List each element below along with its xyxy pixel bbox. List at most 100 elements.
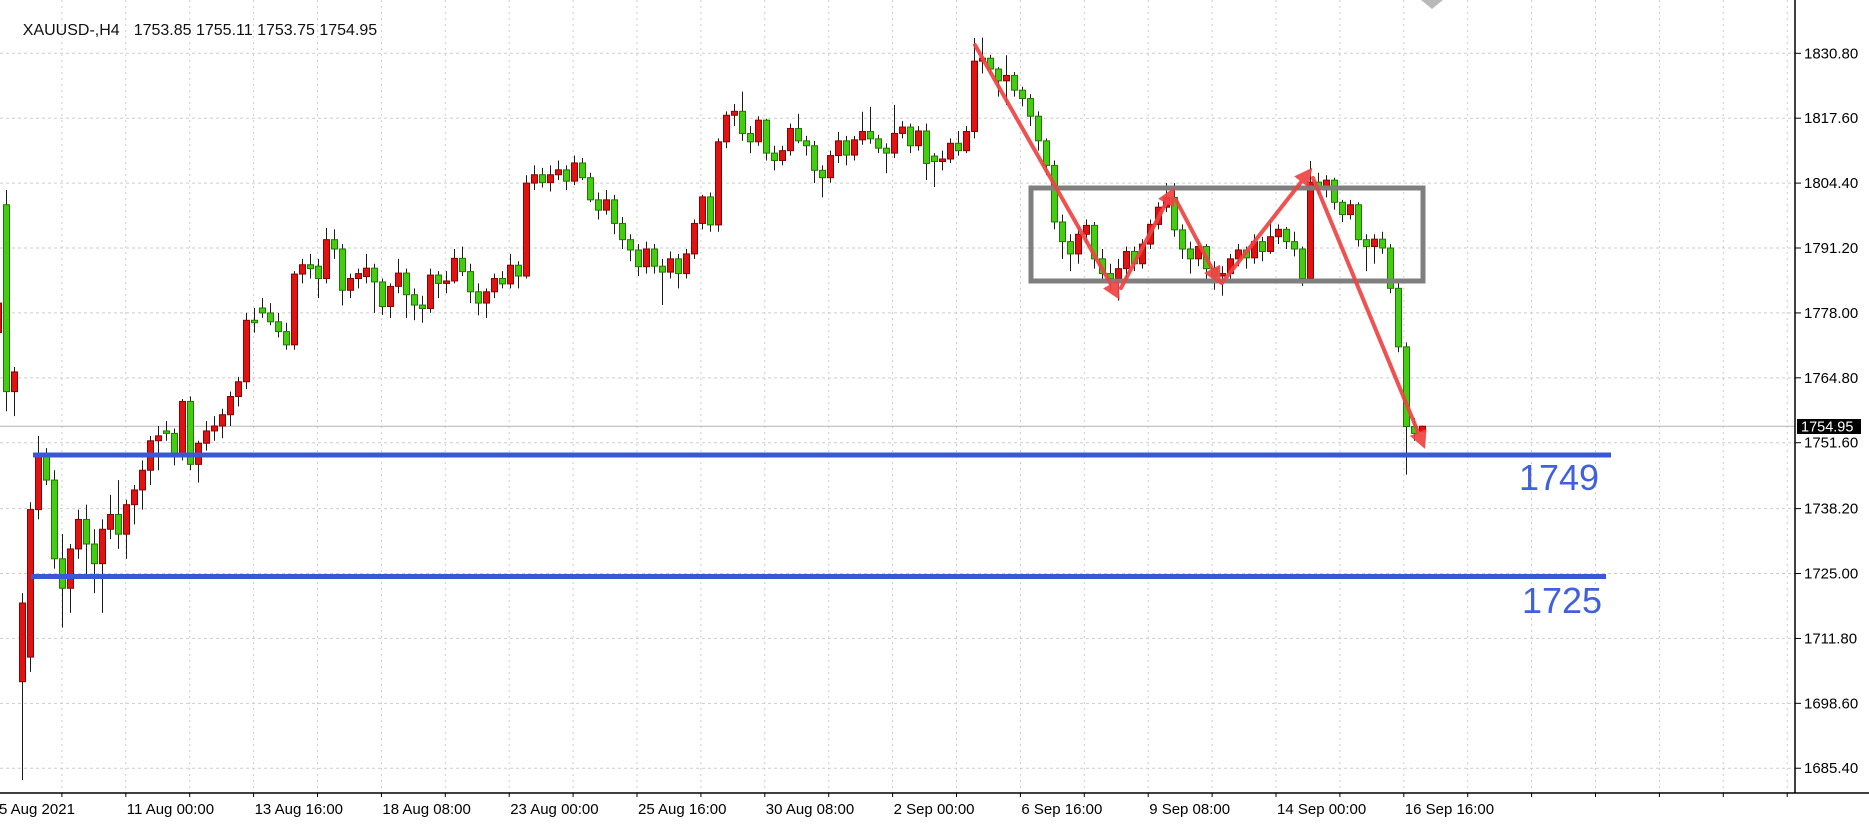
candle-bull [0, 302, 2, 334]
candle-bear [251, 319, 258, 324]
candle-bull [699, 196, 706, 224]
price-axis[interactable] [1795, 0, 1869, 793]
candle-bull [75, 518, 82, 550]
candle-bear [587, 177, 594, 201]
candle-bear [635, 249, 642, 268]
candle-bear [747, 132, 754, 143]
candle-bear [1059, 221, 1066, 243]
candle-bull [507, 264, 514, 285]
candle-bear [843, 140, 850, 156]
price-axis-label: 1804.40 [1804, 175, 1858, 192]
chart-shift-marker-icon[interactable] [1421, 0, 1443, 9]
chart-title: XAUUSD-,H4 1753.85 1755.11 1753.75 1754.9… [5, 4, 377, 58]
candle-bear [1027, 98, 1034, 117]
candle-bull [139, 469, 146, 491]
candle-bull [299, 264, 306, 275]
trend-arrow[interactable] [1119, 187, 1175, 290]
candle-bear [627, 239, 634, 251]
candle-bull [531, 174, 538, 184]
candle-bull [891, 132, 898, 154]
candle-bull [363, 267, 370, 278]
candle-bear [707, 196, 714, 226]
candle-bear [1363, 239, 1370, 248]
candle-bear [1283, 228, 1290, 243]
candle-bear [163, 430, 170, 434]
candle-bear [1331, 179, 1338, 203]
candle-bull [555, 169, 562, 176]
candle-bull [235, 381, 242, 398]
candle-bear [875, 138, 882, 149]
candle-bear [435, 274, 442, 284]
candle-bull [211, 425, 218, 432]
price-axis-label: 1751.60 [1804, 435, 1858, 452]
candle-bull [859, 130, 866, 141]
candle-bear [923, 130, 930, 164]
candle-bull [755, 119, 762, 143]
candle-bull [347, 277, 354, 291]
candle-bull [19, 602, 26, 683]
trend-arrow[interactable] [1220, 167, 1313, 285]
time-axis[interactable] [0, 793, 1869, 826]
price-axis-label: 1738.20 [1804, 501, 1858, 518]
candle-bull [387, 285, 394, 308]
support-level-label: 1749 [1519, 457, 1599, 498]
candle-bear [651, 248, 658, 267]
candle-bull [899, 126, 906, 134]
price-axis-label: 1791.20 [1804, 240, 1858, 257]
candle-bear [459, 257, 466, 273]
candle-bull [731, 110, 738, 116]
candle-bull [723, 114, 730, 143]
candle-bear [1379, 238, 1386, 249]
symbol-timeframe-label: XAUUSD-,H4 [22, 22, 120, 39]
candle-bull [939, 158, 946, 162]
candle-bear [275, 321, 282, 333]
time-axis-label: 11 Aug 00:00 [127, 801, 214, 818]
candle-bull [355, 273, 362, 279]
time-axis-label: 16 Sep 16:00 [1405, 801, 1494, 818]
candle-bear [411, 294, 418, 306]
candle-bull [491, 277, 498, 293]
candle-bear [1067, 241, 1074, 255]
candle-bull [35, 455, 42, 511]
trend-arrow[interactable] [973, 43, 1120, 300]
candle-bull [643, 248, 650, 268]
candle-bear [515, 264, 522, 277]
candle-bear [187, 400, 194, 465]
candle-bull [835, 140, 842, 157]
candle-bear [307, 264, 314, 270]
candle-bear [883, 147, 890, 154]
candle-bull [123, 504, 130, 535]
candle-bear [51, 479, 58, 560]
candle-bull [915, 130, 922, 147]
candle-bull [963, 130, 970, 152]
candle-bear [1299, 248, 1306, 279]
candle-bear [1043, 140, 1050, 166]
candle-bull [827, 155, 834, 179]
candle-bull [227, 396, 234, 416]
trend-arrow[interactable] [1174, 198, 1221, 285]
time-axis-label: 25 Aug 16:00 [638, 801, 726, 818]
candle-bear [371, 267, 378, 283]
candle-bear [819, 169, 826, 179]
objects-layer: 1749 1725 [31, 0, 1611, 621]
candle-bear [739, 110, 746, 134]
price-axis-label: 1711.80 [1804, 630, 1857, 647]
trend-arrow[interactable] [1311, 176, 1427, 449]
candle-bull [571, 162, 578, 182]
candle-bull [155, 435, 162, 442]
candle-bull [547, 174, 554, 184]
candle-bull [1123, 250, 1130, 270]
candle-bear [1179, 229, 1186, 250]
consolidation-rectangle[interactable] [1028, 185, 1426, 284]
candle-bull [1307, 181, 1314, 279]
time-axis-label: 30 Aug 08:00 [766, 801, 854, 818]
candle-bear [59, 558, 66, 589]
candle-bull [107, 514, 114, 530]
candle-bull [203, 430, 210, 444]
candle-bull [787, 128, 794, 152]
candle-bear [283, 331, 290, 346]
candle-bear [1011, 74, 1018, 91]
candle-bear [1019, 89, 1026, 100]
candle-bull [1219, 273, 1226, 277]
